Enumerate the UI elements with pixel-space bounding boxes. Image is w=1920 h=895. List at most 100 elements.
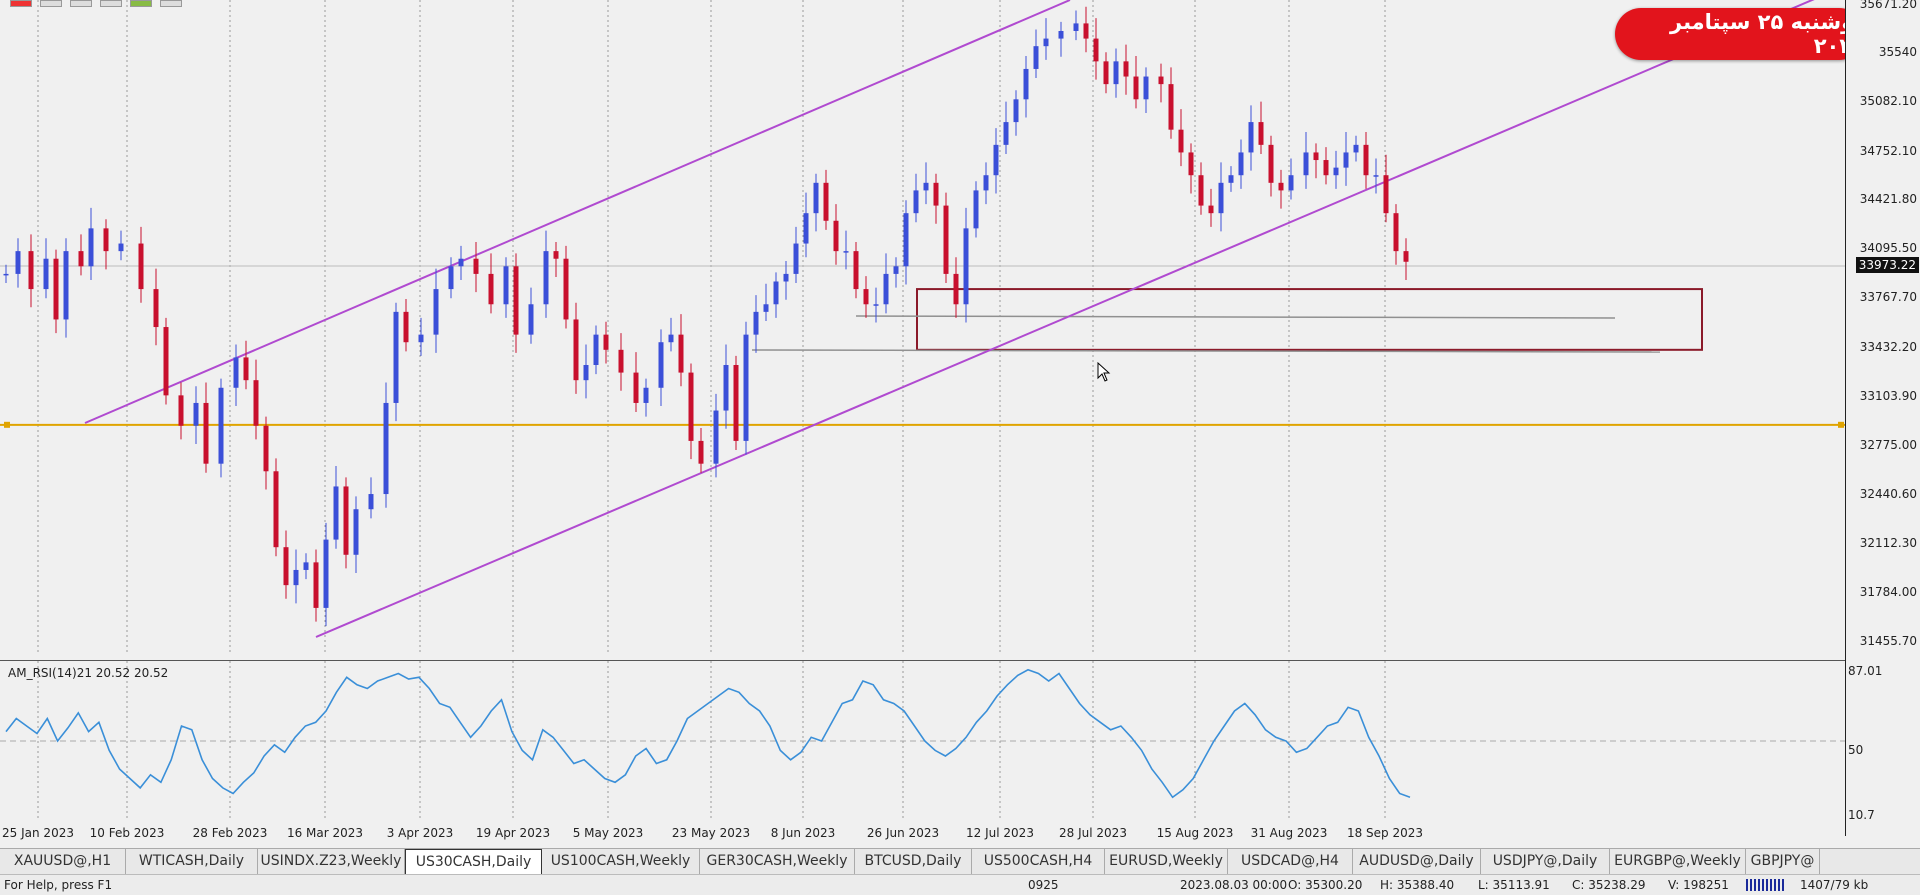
candle-body (883, 273, 889, 305)
candle-body (563, 258, 569, 320)
candle-body (243, 357, 249, 381)
chart-tab[interactable]: BTCUSD,Daily (855, 849, 972, 875)
candle-body (773, 281, 779, 305)
candle-body (1228, 175, 1234, 183)
price-tick-label: 32112.30 (1859, 536, 1917, 550)
status-volume: V: 198251 (1668, 878, 1729, 892)
rsi-line (5, 668, 1411, 799)
chart-tab[interactable]: US30CASH,Daily (405, 849, 542, 875)
chart-tab[interactable]: USDCAD@,H4 (1228, 849, 1353, 875)
candle-body (1198, 175, 1204, 206)
toolbar-icon[interactable] (160, 0, 182, 7)
chart-tab[interactable]: XAUUSD@,H1 (0, 849, 126, 875)
candle-body (1288, 175, 1294, 191)
chart-tabs: XAUUSD@,H1 WTICASH,Daily USINDX.Z23,Weekly… (0, 848, 1920, 875)
candle-body (1003, 122, 1009, 145)
candle-body (1323, 160, 1329, 176)
candle-body (153, 289, 159, 328)
candle-body (688, 372, 694, 441)
candle-body (163, 327, 169, 396)
candle-body (1268, 144, 1274, 183)
support-line (855, 315, 1616, 319)
toolbar-icon[interactable] (40, 0, 62, 7)
status-help: For Help, press F1 (4, 878, 113, 892)
toolbar-icon[interactable] (70, 0, 92, 7)
current-price-tag: 33973.22 (1855, 257, 1919, 273)
candle-body (15, 251, 21, 274)
chart-tab[interactable]: EURUSD,Weekly (1105, 849, 1228, 875)
time-tick-label: 25 Jan 2023 (2, 826, 74, 840)
candle-body (1403, 251, 1409, 262)
candle-body (1363, 144, 1369, 176)
price-axis[interactable]: 35671.20 35540 35082.10 34752.10 34421.80 340… (1845, 0, 1920, 836)
candle-body (138, 243, 144, 290)
candle-body (783, 273, 789, 282)
candle-body (593, 334, 599, 365)
toolbar-icon[interactable] (130, 0, 152, 7)
candle-body (433, 289, 439, 335)
candle-body (573, 319, 579, 381)
candle-body (1073, 23, 1079, 31)
price-chart[interactable] (0, 0, 1845, 655)
chart-tab[interactable]: USDJPY@,Daily (1481, 849, 1610, 875)
candle-body (698, 440, 704, 464)
rsi-level-label: 50 (1848, 743, 1864, 757)
candle-body (793, 243, 799, 274)
rsi-level-label: 87.01 (1848, 664, 1883, 678)
rsi-indicator-panel[interactable] (0, 660, 1845, 837)
candle-body (668, 334, 674, 343)
candle-body (178, 395, 184, 426)
candle-body (743, 334, 749, 441)
chart-tab[interactable]: USINDX.Z23,Weekly (258, 849, 405, 875)
connection-bars-icon (1746, 879, 1786, 891)
candle-body (1123, 61, 1129, 77)
price-tick-label: 34421.80 (1859, 192, 1917, 206)
chart-tab[interactable]: US500CASH,H4 (972, 849, 1105, 875)
candle-body (1393, 213, 1399, 252)
candle-body (933, 182, 939, 206)
support-line (751, 349, 1661, 353)
candle-body (813, 182, 819, 214)
chart-tab[interactable]: US100CASH,Weekly (542, 849, 700, 875)
time-tick-label: 5 May 2023 (572, 826, 644, 840)
candle-body (1103, 61, 1109, 85)
candle-body (78, 251, 84, 267)
time-tick-label: 16 Mar 2023 (286, 826, 364, 840)
candle-body (1373, 175, 1379, 177)
time-tick-label: 8 Jun 2023 (770, 826, 836, 840)
candle-body (583, 364, 589, 381)
candle-body (418, 334, 424, 343)
candle-body (823, 182, 829, 221)
rsi-canvas[interactable] (0, 661, 1845, 837)
chart-tab[interactable]: WTICASH,Daily (126, 849, 258, 875)
candle-body (1313, 152, 1319, 161)
toolbar-icon[interactable] (100, 0, 122, 7)
candle-body (488, 273, 494, 305)
candle-body (1208, 205, 1214, 214)
price-tick-label: 34752.10 (1859, 144, 1917, 158)
status-close: C: 35238.29 (1572, 878, 1646, 892)
candle-body (993, 144, 999, 176)
candle-body (193, 402, 199, 426)
candle-body (553, 251, 559, 259)
price-tick-label: 35671.20 (1859, 0, 1917, 11)
chart-tab[interactable]: AUDUSD@,Daily (1353, 849, 1481, 875)
candle-body (1033, 46, 1039, 69)
candle-body (1168, 84, 1174, 130)
toolbar-icon[interactable] (10, 0, 32, 7)
candle-body (448, 266, 454, 290)
chart-tab[interactable]: GER30CASH,Weekly (700, 849, 855, 875)
candle-body (503, 266, 509, 305)
candle-body (3, 273, 9, 276)
candle-body (913, 190, 919, 214)
candle-body (713, 410, 719, 464)
candle-body (1113, 61, 1119, 85)
candle-body (843, 251, 849, 253)
chart-canvas[interactable] (0, 0, 1845, 655)
candle-body (833, 220, 839, 252)
candle-body (963, 228, 969, 305)
chart-tab[interactable]: EURGBP@,Weekly (1610, 849, 1746, 875)
candle-body (733, 364, 739, 441)
time-tick-label: 3 Apr 2023 (386, 826, 454, 840)
chart-tab[interactable]: GBPJPY@ (1746, 849, 1820, 875)
